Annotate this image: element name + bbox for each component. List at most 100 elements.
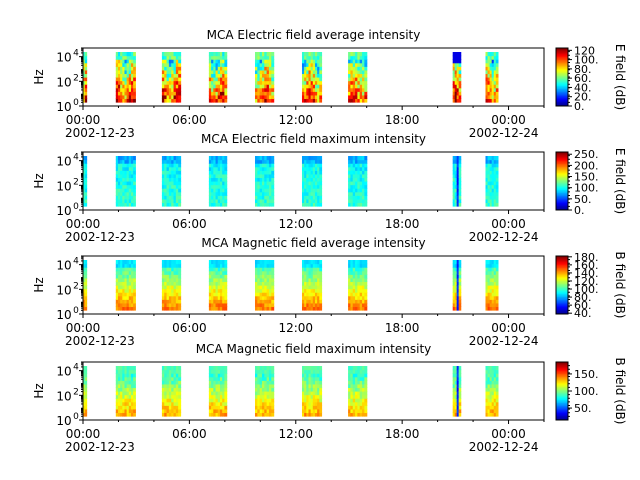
y-tick-label: 10 2 bbox=[56, 73, 79, 89]
colorbar-tick-label: 140. bbox=[574, 267, 599, 280]
colorbar-band bbox=[556, 366, 568, 369]
colorbar-band bbox=[556, 309, 568, 312]
panel-3: MCA Magnetic field average intensity Hz 10… bbox=[32, 236, 627, 348]
colorbar-band bbox=[556, 285, 568, 287]
y-tick-exponent: 0 bbox=[73, 98, 79, 108]
colorbar-band bbox=[556, 382, 568, 385]
colorbar-band bbox=[556, 383, 568, 386]
colorbar-band bbox=[556, 287, 568, 290]
x-tick-label: 18:00 bbox=[385, 427, 420, 441]
colorbar-band bbox=[556, 376, 568, 379]
y-tick-exponent: 4 bbox=[73, 49, 79, 59]
y-axis-label: Hz bbox=[32, 383, 46, 398]
colorbar-band bbox=[556, 52, 568, 55]
colorbar-band bbox=[556, 260, 568, 263]
colorbar-band bbox=[556, 185, 568, 188]
colorbar: 40.60.80.100.120.140.160.180. B field (dB… bbox=[555, 251, 627, 320]
colorbar-band bbox=[556, 263, 568, 266]
data-segment-7 bbox=[348, 52, 368, 103]
colorbar-band bbox=[556, 267, 568, 270]
panel-title: MCA Electric field average intensity bbox=[207, 28, 421, 42]
panel-4: MCA Magnetic field maximum intensity Hz 10… bbox=[32, 342, 627, 454]
data-segment-8 bbox=[452, 156, 462, 207]
colorbar-tick-label: 160. bbox=[574, 259, 599, 272]
data-segment-7 bbox=[348, 260, 368, 311]
colorbar-band bbox=[556, 195, 568, 198]
colorbar-band bbox=[556, 153, 568, 156]
colorbar-band bbox=[556, 204, 568, 207]
colorbar-band bbox=[556, 208, 568, 211]
colorbar-band bbox=[556, 402, 568, 405]
colorbar-band bbox=[556, 181, 568, 183]
x-tick-label: 06:00 bbox=[172, 427, 207, 441]
x-tick-label: 18:00 bbox=[385, 113, 420, 127]
colorbar-band bbox=[556, 152, 568, 154]
data-segment-6 bbox=[301, 52, 323, 103]
y-tick-base: 10 bbox=[56, 100, 71, 114]
x-tick-label: 18:00 bbox=[385, 217, 420, 231]
data-segment-4 bbox=[208, 366, 228, 417]
data-segment-4 bbox=[208, 156, 228, 207]
data-segment-2 bbox=[115, 156, 136, 207]
colorbar-band bbox=[556, 367, 568, 370]
y-tick-label: 10 4 bbox=[56, 257, 79, 273]
colorbar-label: E field (dB) bbox=[613, 148, 627, 214]
y-tick-exponent: 4 bbox=[73, 363, 79, 373]
colorbar-tick-label: 20. bbox=[574, 91, 592, 104]
x-date-end: 2002-12-24 bbox=[469, 126, 539, 140]
colorbar-band bbox=[556, 172, 568, 175]
colorbar-band bbox=[556, 286, 568, 289]
y-tick-label: 10 4 bbox=[56, 49, 79, 65]
data-segment-8 bbox=[452, 52, 462, 103]
colorbar-band bbox=[556, 369, 568, 372]
y-tick-base: 10 bbox=[56, 51, 71, 65]
data-segment-1 bbox=[83, 52, 88, 103]
x-tick-label: 00:00 bbox=[66, 113, 101, 127]
colorbar-tick-label: 100. bbox=[574, 385, 599, 398]
x-tick-label: 12:00 bbox=[278, 427, 313, 441]
colorbar-band bbox=[556, 276, 568, 279]
spectrogram-data bbox=[83, 260, 499, 311]
data-segment-1 bbox=[83, 156, 88, 207]
data-segment-9 bbox=[485, 366, 499, 417]
colorbar-band bbox=[556, 61, 568, 63]
colorbar-band bbox=[556, 154, 568, 157]
colorbar-band bbox=[556, 373, 568, 376]
x-date-start: 2002-12-23 bbox=[65, 230, 135, 244]
colorbar-band bbox=[556, 412, 568, 415]
axes-frame bbox=[82, 255, 545, 315]
colorbar-label: B field (dB) bbox=[613, 358, 627, 425]
colorbar-band bbox=[556, 277, 568, 280]
y-tick-base: 10 bbox=[56, 75, 71, 89]
colorbar-band bbox=[556, 398, 568, 401]
colorbar-band bbox=[556, 308, 568, 311]
colorbar-band bbox=[556, 300, 568, 303]
x-tick-label: 12:00 bbox=[278, 217, 313, 231]
colorbar-band bbox=[556, 56, 568, 59]
colorbar-band bbox=[556, 380, 568, 383]
colorbar-band bbox=[556, 392, 568, 395]
colorbar-band bbox=[556, 183, 568, 186]
y-tick-label: 10 0 bbox=[56, 98, 79, 114]
colorbar-tick-label: 200. bbox=[574, 159, 599, 172]
colorbar-band bbox=[556, 189, 568, 192]
colorbar-band bbox=[556, 364, 568, 367]
x-date-end: 2002-12-24 bbox=[469, 440, 539, 454]
colorbar-band bbox=[556, 169, 568, 172]
colorbar-band bbox=[556, 417, 568, 419]
colorbar-band bbox=[556, 196, 568, 199]
colorbar-band bbox=[556, 198, 568, 201]
x-tick-label: 06:00 bbox=[172, 321, 207, 335]
colorbar-band bbox=[556, 103, 568, 105]
colorbar-band bbox=[556, 65, 568, 68]
x-date-start: 2002-12-23 bbox=[65, 126, 135, 140]
data-segment-4 bbox=[208, 52, 228, 103]
panel-title: MCA Magnetic field average intensity bbox=[201, 236, 425, 250]
colorbar-tick-label: 80. bbox=[574, 63, 592, 76]
axes-frame bbox=[82, 47, 545, 107]
colorbar-band bbox=[556, 312, 568, 315]
data-segment-2 bbox=[115, 52, 136, 103]
colorbar-band bbox=[556, 163, 568, 166]
